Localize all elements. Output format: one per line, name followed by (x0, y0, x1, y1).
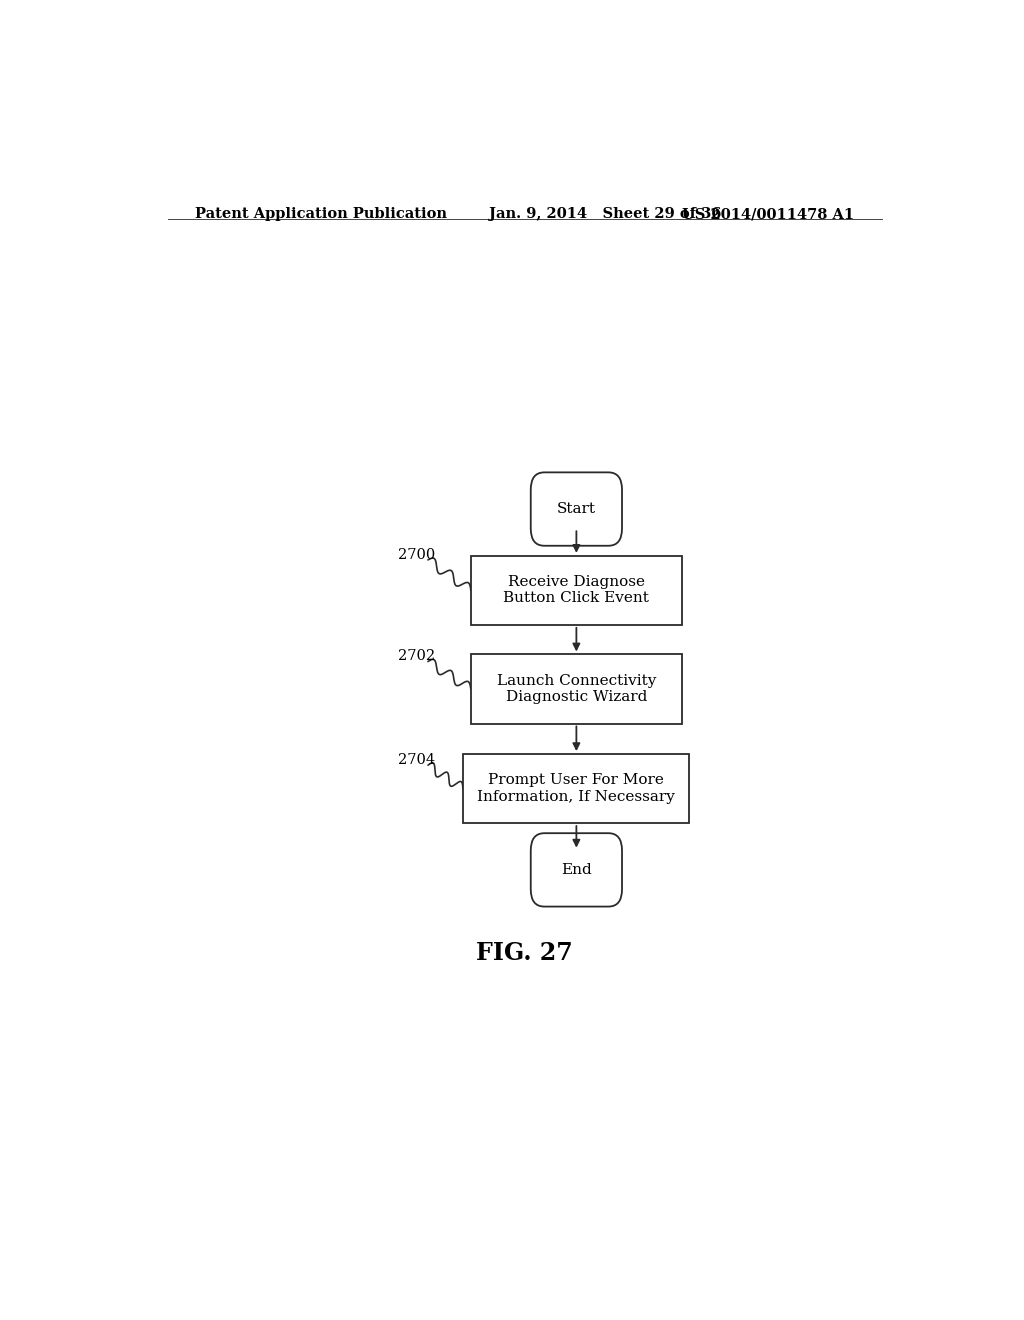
FancyBboxPatch shape (530, 473, 622, 545)
Text: US 2014/0011478 A1: US 2014/0011478 A1 (682, 207, 854, 222)
FancyBboxPatch shape (471, 556, 682, 624)
Text: Launch Connectivity
Diagnostic Wizard: Launch Connectivity Diagnostic Wizard (497, 675, 656, 704)
FancyBboxPatch shape (471, 655, 682, 723)
Text: FIG. 27: FIG. 27 (476, 941, 573, 965)
Text: 2700: 2700 (397, 548, 435, 562)
Text: 2704: 2704 (397, 754, 435, 767)
Text: Patent Application Publication: Patent Application Publication (196, 207, 447, 222)
Text: Start: Start (557, 502, 596, 516)
FancyBboxPatch shape (530, 833, 622, 907)
Text: Receive Diagnose
Button Click Event: Receive Diagnose Button Click Event (504, 576, 649, 606)
FancyBboxPatch shape (463, 754, 689, 824)
Text: Prompt User For More
Information, If Necessary: Prompt User For More Information, If Nec… (477, 774, 675, 804)
Text: 2702: 2702 (397, 649, 435, 664)
Text: End: End (561, 863, 592, 876)
Text: Jan. 9, 2014   Sheet 29 of 36: Jan. 9, 2014 Sheet 29 of 36 (489, 207, 722, 222)
